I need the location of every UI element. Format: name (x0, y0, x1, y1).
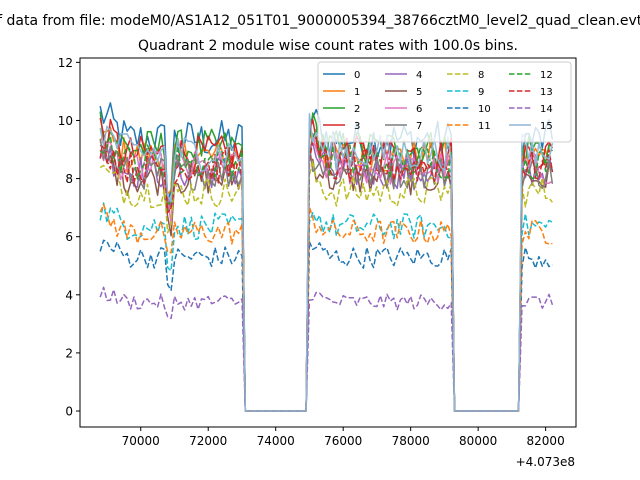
legend-label-8: 8 (478, 70, 484, 81)
series-line-10 (99, 239, 553, 412)
series-line-6 (99, 132, 553, 412)
x-tick-label: 76000 (324, 434, 362, 448)
legend-label-12: 12 (540, 70, 553, 81)
x-tick-label: 74000 (257, 434, 295, 448)
legend-label-3: 3 (354, 121, 360, 132)
x-tick-label: 80000 (459, 434, 497, 448)
series-line-7 (99, 138, 554, 412)
series-line-5 (99, 144, 554, 412)
y-tick-label: 8 (65, 172, 73, 186)
legend-label-4: 4 (416, 70, 422, 81)
y-tick-label: 4 (65, 288, 73, 302)
series-line-12 (99, 128, 553, 412)
x-tick-label: 78000 (392, 434, 430, 448)
x-tick-label: 72000 (189, 434, 227, 448)
x-tick-label: 82000 (527, 434, 565, 448)
x-tick-label: 70000 (122, 434, 160, 448)
legend-label-7: 7 (416, 121, 422, 132)
legend-label-15: 15 (540, 121, 553, 132)
legend-label-2: 2 (354, 104, 360, 115)
x-axis: 70000 72000 74000 76000 78000 80000 82000 (122, 427, 565, 448)
series-line-4 (99, 142, 554, 412)
legend-frame (317, 61, 572, 143)
figure-suptitle: Plot of data from file: modeM0/AS1A12_05… (0, 13, 640, 29)
legend-label-1: 1 (354, 87, 360, 98)
y-axis: 0 2 4 6 8 10 12 (58, 56, 80, 419)
y-tick-label: 2 (65, 346, 73, 360)
plot-frame (79, 57, 577, 428)
y-tick-label: 0 (65, 405, 73, 419)
legend-label-0: 0 (354, 70, 360, 81)
legend-label-11: 11 (478, 121, 491, 132)
legend-label-9: 9 (478, 87, 484, 98)
series-line-14 (99, 286, 554, 412)
chart-title: Quadrant 2 module wise count rates with … (138, 38, 518, 54)
legend-label-5: 5 (416, 87, 422, 98)
series-line-11 (99, 204, 553, 412)
series-layer (99, 102, 554, 412)
legend-label-13: 13 (540, 87, 553, 98)
y-tick-label: 12 (58, 56, 73, 70)
legend-label-6: 6 (416, 104, 422, 115)
legend-label-10: 10 (478, 104, 491, 115)
series-line-3 (99, 117, 554, 412)
legend-label-14: 14 (540, 104, 553, 115)
series-line-9 (99, 202, 553, 412)
y-tick-label: 10 (58, 114, 73, 128)
x-offset-label: +4.073e8 (516, 455, 575, 469)
y-tick-label: 6 (65, 230, 73, 244)
